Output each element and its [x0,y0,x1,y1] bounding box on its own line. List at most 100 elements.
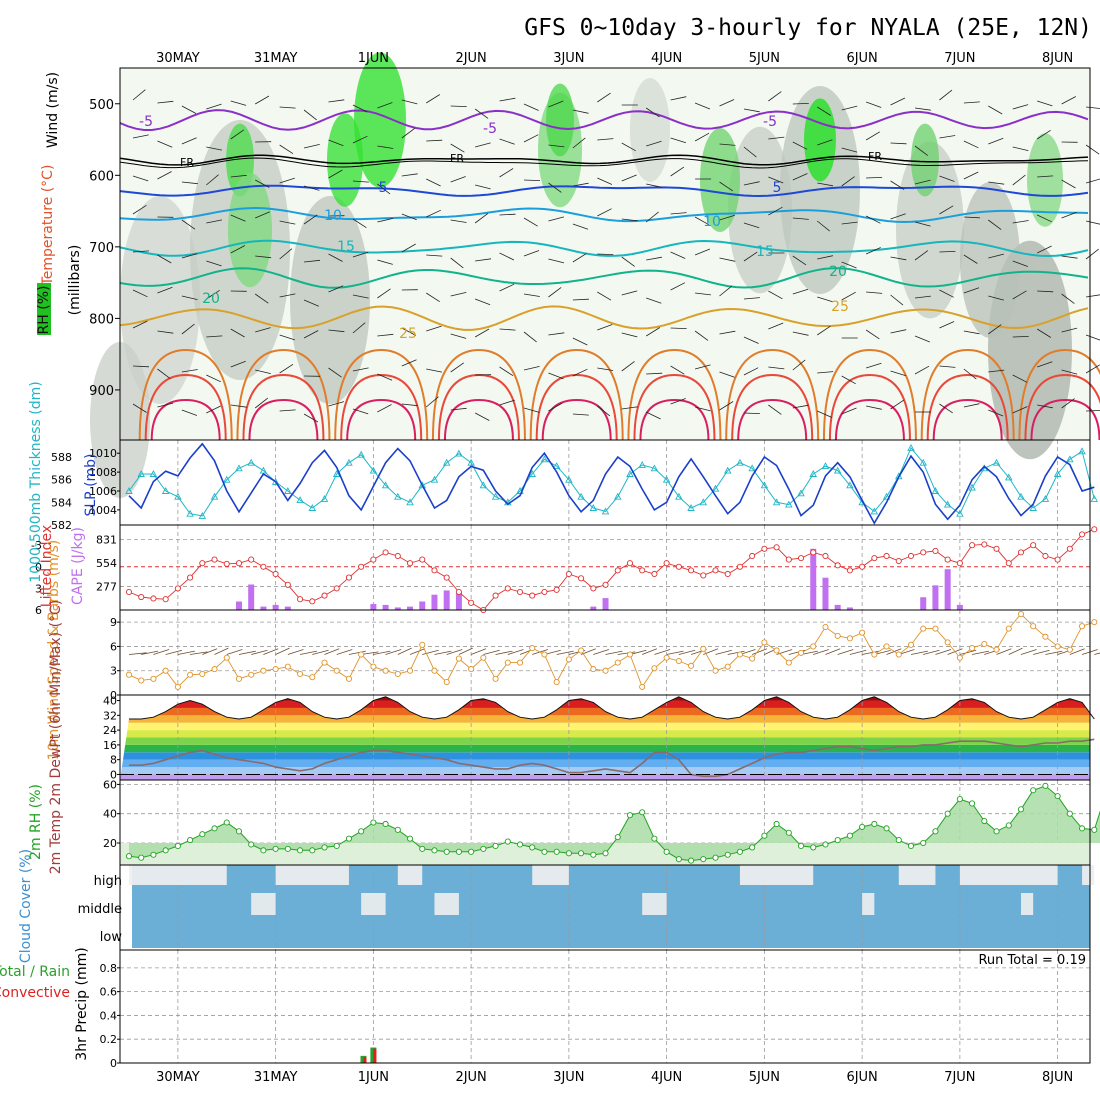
wind-speed-line-point [846,635,853,642]
lifted-index-line-point [797,555,805,562]
wind-barb [939,89,953,101]
thickness-line-point [638,460,646,468]
lifted-index-line-point [1066,545,1073,552]
wind10-barb [972,650,990,655]
wind-barb [743,108,760,113]
wind-barb [1061,369,1078,375]
precip-legend-conv: Convective [0,985,70,1001]
date-tick-bottom: 5JUN [749,1070,780,1085]
isotherm-arch [822,348,917,441]
temp-line [129,696,1095,720]
wind-barb [450,257,464,269]
wind-speed-line-point [358,651,365,658]
lifted-index-line-point [541,588,548,596]
rh-line-point [1030,787,1037,794]
wind-barb [1086,294,1100,298]
lifted-index-line-point [1054,556,1061,563]
wind10-barb [593,649,610,655]
rh-line-point [1017,806,1025,813]
wind-barb [401,327,417,336]
wind-barb [255,327,271,333]
wind-speed-line-point [700,645,707,652]
wind-barb [695,292,711,296]
wind10-barb [507,649,524,655]
wind-barb [792,359,806,371]
wind-barb [303,109,317,121]
wind-speed-line-point [956,654,963,661]
wind-barb [719,143,736,146]
axis-tick: 8 [110,754,117,767]
wind10-barb [373,650,391,655]
lifted-index-line-point [639,567,646,574]
wind-barb [1037,404,1053,409]
rh-shade [700,128,740,232]
lifted-index-line-point [944,556,951,563]
rh-line-point [370,819,377,826]
cloud-clear [532,865,569,885]
lifted-index-line-point [455,588,462,596]
wind-speed-line-point [321,659,328,666]
lifted-index-line-point [565,570,572,578]
wind-barb [743,222,760,229]
axis-tick: 0 [35,561,42,574]
wind-barb [817,182,834,187]
wind-barb [963,254,978,264]
wind-barb [621,290,638,296]
cloud-clear [739,865,814,885]
thickness-line-point [357,450,365,458]
wind-barb [890,256,907,261]
wind-barb [865,101,882,108]
lifted-index-line-point [297,596,304,603]
wind-barb [132,134,149,139]
wind-barb [890,329,907,334]
wind-barb [792,404,809,409]
rh-line-point [1005,822,1012,829]
axis-tick: 16 [103,739,117,752]
wind-speed-line-point [272,666,279,673]
date-tick-top: 5JUN [749,51,780,66]
wind-barb [230,214,246,222]
wind-barb [181,253,198,259]
date-tick-top: 8JUN [1042,51,1073,66]
wind-barb [1061,293,1075,304]
lifted-index-line-point [248,556,255,563]
axis-tick: 1006 [89,485,117,498]
lifted-index-line-point [284,581,291,588]
wind-barb [841,375,856,385]
axis-tick: 1010 [89,447,117,460]
rh-line-point [394,826,401,833]
wind-barb [1037,290,1054,293]
wind-speed-line-point [639,683,646,690]
wind-barb [572,182,589,187]
isotherm-arch [334,348,429,441]
wind-barb [768,322,784,330]
cape-bar [932,585,939,610]
rh-line-point [504,838,511,845]
wind-barb [768,136,785,140]
lifted-index-line-point [333,585,340,592]
thickness-line-point [931,487,940,494]
axis-tick: 588 [51,451,72,464]
lifted-index-line-point [700,572,707,579]
date-tick-top: 7JUN [944,51,975,66]
wind-barb [1086,410,1100,412]
wind-speed-line-point [138,677,145,684]
wind-barb [597,138,614,141]
wind-speed-line-point [1005,625,1012,632]
lifted-index-line-point [724,570,731,578]
wind-barb [1061,211,1077,219]
cloud-clear [642,893,667,915]
wind-speed-line-point [370,663,377,670]
rh-line-point [345,835,352,842]
wind-barb [719,181,734,192]
wind-barb [939,175,955,182]
wind-barb [181,181,198,185]
wind10-barb [825,648,841,655]
wind-barb [670,327,687,329]
thickness-line-point [174,492,182,500]
temp-band [120,722,1090,731]
wind-barb [890,213,906,220]
freezing-line [119,154,1089,166]
wind-speed-line-point [822,623,829,631]
isotherm-label: 20 [202,291,220,307]
